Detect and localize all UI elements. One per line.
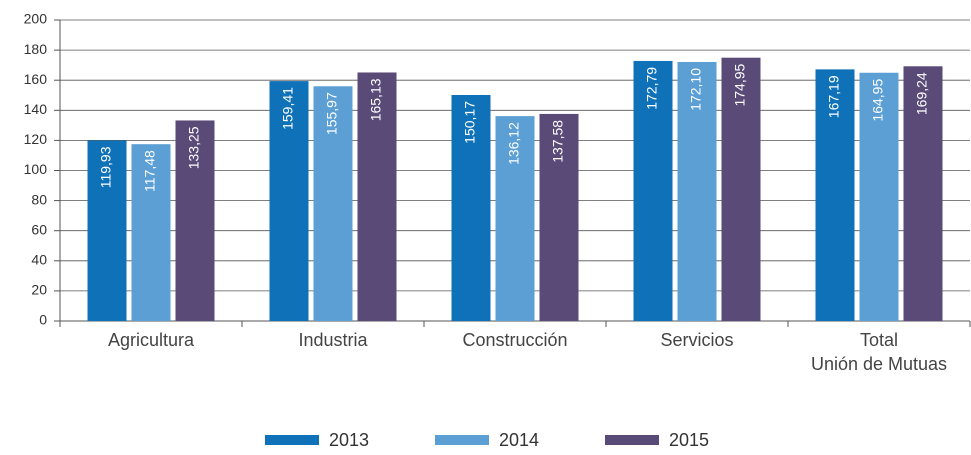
legend-swatch <box>265 435 319 445</box>
value-label: 117,48 <box>142 150 158 192</box>
y-tick-label: 20 <box>31 282 47 298</box>
bar <box>859 72 899 322</box>
value-label: 165,13 <box>368 78 384 121</box>
x-tick-label: Construcción <box>462 330 568 350</box>
legend-label: 2013 <box>329 430 369 450</box>
legend-swatch <box>435 435 489 445</box>
value-label: 169,24 <box>914 72 930 115</box>
y-tick-label: 0 <box>39 312 47 328</box>
bar <box>87 140 127 321</box>
y-tick-label: 200 <box>24 11 48 27</box>
value-label: 159,41 <box>280 87 296 130</box>
value-label: 172,10 <box>688 68 704 111</box>
value-label: 174,95 <box>732 63 748 106</box>
y-tick-label: 80 <box>31 191 47 207</box>
bar <box>815 69 855 321</box>
legend-label: 2014 <box>499 430 539 450</box>
bar <box>451 94 491 322</box>
x-tick-label: Agricultura <box>107 330 195 350</box>
y-tick-label: 180 <box>24 41 48 57</box>
legend-label: 2015 <box>669 430 709 450</box>
x-tick-label: Industria <box>298 330 368 350</box>
bar <box>633 60 673 321</box>
y-tick-label: 100 <box>24 161 48 177</box>
y-tick-label: 140 <box>24 101 48 117</box>
bar <box>269 81 309 321</box>
bar <box>903 66 943 322</box>
value-label: 137,58 <box>550 120 566 163</box>
value-label: 133,25 <box>186 126 202 169</box>
bar <box>495 116 535 321</box>
value-label: 155,97 <box>324 92 340 135</box>
bar <box>539 113 579 321</box>
bar <box>175 120 215 322</box>
bar <box>313 86 353 321</box>
y-tick-label: 60 <box>31 221 47 237</box>
bar <box>721 57 761 321</box>
value-label: 119,93 <box>98 146 114 188</box>
value-label: 136,12 <box>506 122 522 165</box>
y-tick-label: 40 <box>31 252 47 268</box>
value-label: 164,95 <box>870 79 886 122</box>
bar <box>677 61 717 321</box>
value-label: 167,19 <box>826 75 842 118</box>
x-tick-label: Servicios <box>660 330 734 350</box>
legend-swatch <box>605 435 659 445</box>
x-tick-label: Total Unión de Mutuas <box>810 330 948 374</box>
y-tick-label: 120 <box>24 131 48 147</box>
bar <box>131 144 171 321</box>
value-label: 172,79 <box>644 67 660 110</box>
y-tick-label: 160 <box>24 71 48 87</box>
bar <box>357 72 397 322</box>
value-label: 150,17 <box>462 101 478 144</box>
